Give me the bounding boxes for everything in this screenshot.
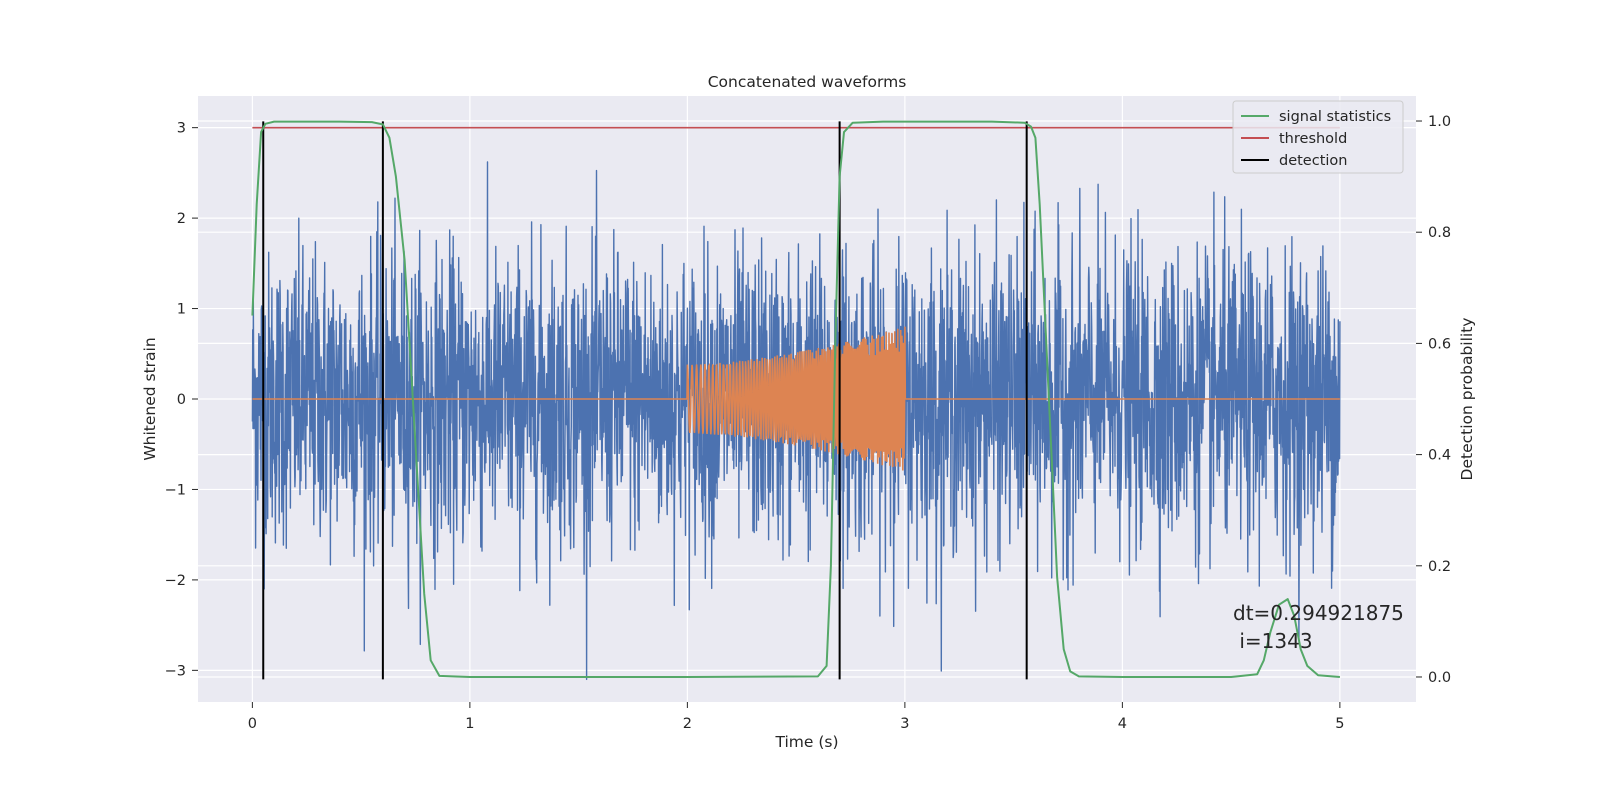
series-layer: [251, 120, 1341, 681]
y-tick-label: −2: [165, 573, 186, 589]
x-tick-label: 2: [683, 716, 692, 732]
y-tick-label: −1: [165, 482, 186, 498]
x-tick-label: 4: [1118, 716, 1127, 732]
y-tick-label: 0: [177, 392, 186, 408]
y-right-tick-label: 0.4: [1428, 448, 1451, 464]
y-right-tick-label: 0.2: [1428, 559, 1451, 575]
chart-title: Concatenated waveforms: [708, 73, 907, 91]
y-tick-label: 2: [177, 211, 186, 227]
annotation-line: i=1343: [1233, 629, 1313, 653]
legend-box: [1232, 100, 1404, 174]
x-tick-label: 5: [1335, 716, 1344, 732]
y-tick-label: 1: [177, 302, 186, 318]
x-tick-label: 0: [248, 716, 257, 732]
x-tick-label: 1: [465, 716, 474, 732]
annotation-text: dt=0.294921875 i=1343: [1233, 601, 1404, 653]
x-axis-label: Time (s): [774, 733, 838, 751]
signal-statistics-line: [251, 120, 1340, 678]
annotation-line: dt=0.294921875: [1233, 601, 1404, 625]
y-tick-label: 3: [177, 121, 186, 137]
chirp-series-line: [252, 326, 1340, 471]
y-right-tick-label: 1.0: [1428, 114, 1451, 130]
y-axis-right-label: Detection probability: [1458, 318, 1476, 481]
y-tick-label: −3: [165, 663, 186, 679]
y-axis-label: Whitened strain: [141, 337, 159, 460]
legend-label: signal statistics: [1279, 109, 1391, 125]
axis-layer: 0 1 2 3 4 5 −3 −2 −1 0 1 2 3 0.0 0.2 0.4 0.6 0.8 1.0: [165, 114, 1451, 732]
legend: signal statistics threshold detection: [1232, 100, 1404, 174]
y-right-tick-label: 0.6: [1428, 336, 1451, 352]
x-tick-label: 3: [900, 716, 909, 732]
legend-label: threshold: [1279, 131, 1347, 147]
legend-label: detection: [1279, 153, 1347, 169]
y-right-tick-label: 0.8: [1428, 225, 1451, 241]
y-right-tick-label: 0.0: [1428, 670, 1451, 686]
